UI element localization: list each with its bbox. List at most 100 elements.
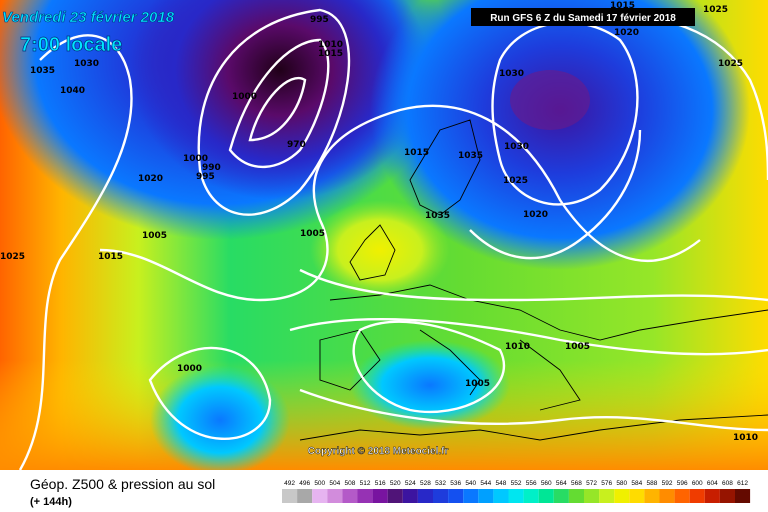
legend-swatch [463,489,479,503]
isobar-label: 1000 [177,364,202,374]
legend-label: 568 [571,480,582,487]
isobar-label: 995 [196,172,215,182]
isobar-label: 1020 [614,28,639,38]
legend-label: 600 [692,480,703,487]
isobar-label: 1030 [504,142,529,152]
isobar-label: 1015 [98,252,123,262]
legend-swatch [387,489,403,503]
isobar-label: 1015 [610,1,635,11]
legend-label: 504 [329,480,340,487]
legend-swatch [402,489,418,503]
legend-swatch [704,489,720,503]
legend-label: 544 [480,480,491,487]
legend-swatch [719,489,735,503]
isobar-label: 1010 [318,40,343,50]
color-legend: 492 496 500 504 508 512 516 520 524 528 532 536 540 5… [282,480,751,503]
legend-label: 500 [314,480,325,487]
legend-swatch [659,489,675,503]
legend-swatch [478,489,494,503]
isobar-labels: 1035 1030 1040 1000 990 995 1000 970 102… [0,1,758,443]
legend-swatch [674,489,690,503]
isobar-label: 1025 [503,176,528,186]
map-background [0,0,768,475]
isobar-label: 1025 [703,5,728,15]
legend-swatch [523,489,539,503]
legend-label: 512 [360,480,371,487]
legend-swatch [372,489,388,503]
legend-label: 536 [450,480,461,487]
legend-swatch [342,489,358,503]
isobar-label: 1040 [60,86,85,96]
run-box [471,8,695,26]
coastlines [299,119,768,441]
legend-label: 532 [435,480,446,487]
legend-swatch [735,489,751,503]
legend-label: 604 [707,480,718,487]
legend-label: 596 [677,480,688,487]
isobar-label: 1005 [465,379,490,389]
legend-label: 572 [586,480,597,487]
legend-swatch [282,489,298,503]
legend-label: 492 [284,480,295,487]
legend-label: 496 [299,480,310,487]
isobar-label: 1000 [183,154,208,164]
legend-swatch [644,489,660,503]
isobars [18,8,768,471]
isobar-label: 1020 [138,174,163,184]
legend-label: 608 [722,480,733,487]
isobar-label: 1010 [733,433,758,443]
legend-swatch [689,489,705,503]
legend-label: 564 [556,480,567,487]
legend-label: 524 [405,480,416,487]
legend-swatch [357,489,373,503]
legend-swatch [297,489,313,503]
copyright: Copyright © 2018 Meteociel.fr [308,446,449,457]
legend-swatch [629,489,645,503]
isobar-label: 1035 [458,151,483,161]
legend-label: 556 [526,480,537,487]
legend-swatch [553,489,569,503]
legend-swatch [584,489,600,503]
isobar-label: 1020 [523,210,548,220]
forecast-time: 7:00 locale [20,34,122,56]
legend-swatch [599,489,615,503]
legend-label: 588 [647,480,658,487]
legend-swatch [493,489,509,503]
forecast-step: (+ 144h) [30,496,72,508]
forecast-date: Vendredi 23 février 2018 [2,9,175,26]
isobar-label: 1025 [718,59,743,69]
legend-label: 528 [420,480,431,487]
run-info: Run GFS 6 Z du Samedi 17 février 2018 [490,13,676,24]
legend-label: 520 [390,480,401,487]
isobar-label: 1000 [232,92,257,102]
legend-swatch [568,489,584,503]
legend-label: 584 [631,480,642,487]
isobar-label: 1015 [404,148,429,158]
isobar-label: 1015 [318,49,343,59]
isobar-label: 1005 [142,231,167,241]
legend-label: 552 [511,480,522,487]
isobar-label: 1025 [0,252,25,262]
legend-label: 592 [662,480,673,487]
isobar-label: 1005 [300,229,325,239]
legend-label: 560 [541,480,552,487]
legend-swatch [327,489,343,503]
isobar-label: 1030 [499,69,524,79]
isobar-label: 1010 [505,342,530,352]
isobar-label: 1005 [565,342,590,352]
legend-label: 612 [737,480,748,487]
product-title: Géop. Z500 & pression au sol [30,476,215,492]
legend-label: 548 [496,480,507,487]
isobar-label: 1035 [425,211,450,221]
isobar-label: 995 [310,15,329,25]
isobar-label: 970 [287,140,306,150]
legend-swatch [433,489,449,503]
legend-swatch [508,489,524,503]
legend-swatch [448,489,464,503]
legend-label: 580 [616,480,627,487]
legend-label: 516 [375,480,386,487]
legend-swatch [417,489,433,503]
legend-label: 508 [345,480,356,487]
